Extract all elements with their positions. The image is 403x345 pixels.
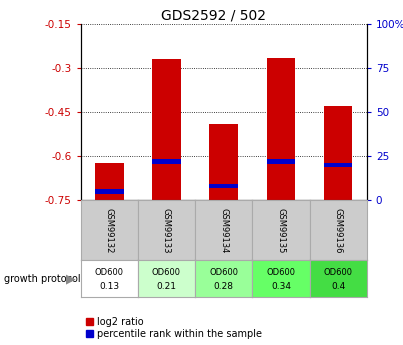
Bar xyxy=(210,184,238,188)
Text: 0.34: 0.34 xyxy=(271,282,291,291)
Text: 0.13: 0.13 xyxy=(99,282,119,291)
Text: ▶: ▶ xyxy=(66,272,75,285)
Bar xyxy=(210,124,238,200)
Text: 0.4: 0.4 xyxy=(331,282,345,291)
Text: 0.21: 0.21 xyxy=(156,282,177,291)
Text: GSM99136: GSM99136 xyxy=(334,208,343,253)
Text: OD600: OD600 xyxy=(95,268,124,277)
Bar xyxy=(267,159,295,164)
Text: OD600: OD600 xyxy=(324,268,353,277)
Text: OD600: OD600 xyxy=(152,268,181,277)
Legend: log2 ratio, percentile rank within the sample: log2 ratio, percentile rank within the s… xyxy=(85,316,263,340)
Bar xyxy=(267,58,295,200)
Bar xyxy=(324,163,352,167)
Text: GSM99132: GSM99132 xyxy=(105,208,114,253)
Text: GSM99134: GSM99134 xyxy=(219,208,228,253)
Text: growth protocol: growth protocol xyxy=(4,274,81,284)
Text: GDS2592 / 502: GDS2592 / 502 xyxy=(161,9,266,23)
Bar xyxy=(152,159,181,164)
Text: OD600: OD600 xyxy=(266,268,295,277)
Bar xyxy=(152,59,181,200)
Text: GSM99133: GSM99133 xyxy=(162,208,171,253)
Bar xyxy=(95,189,123,194)
Bar xyxy=(95,164,123,200)
Text: GSM99135: GSM99135 xyxy=(276,208,285,253)
Bar xyxy=(324,106,352,200)
Text: OD600: OD600 xyxy=(209,268,238,277)
Text: 0.28: 0.28 xyxy=(214,282,234,291)
